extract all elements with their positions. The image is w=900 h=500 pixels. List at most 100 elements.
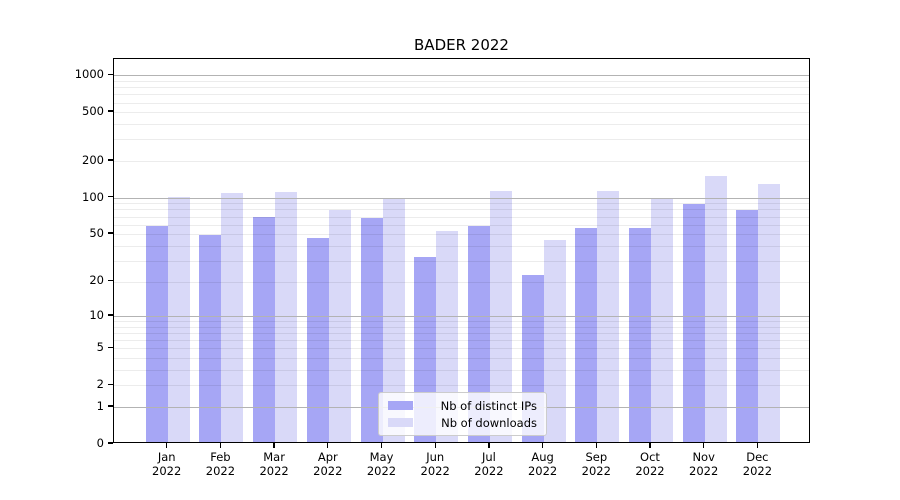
minor-gridline: [114, 321, 809, 323]
y-tick-label: 0: [96, 436, 104, 450]
bar-downloads-apr: [328, 209, 351, 442]
plot-area: [113, 58, 810, 443]
x-tick-label-apr: Apr 2022: [313, 450, 343, 478]
bar-distinct-ips-mar: [253, 216, 276, 442]
x-tick-label-may: May 2022: [366, 450, 397, 478]
y-tick-label: 5: [96, 340, 104, 355]
bar-distinct-ips-apr: [306, 237, 329, 442]
x-tick-label-mar: Mar 2022: [259, 450, 289, 478]
y-tick-mark: [108, 405, 113, 407]
legend-swatch-distinct-ips: [388, 400, 413, 411]
x-tick-mark: [649, 443, 651, 448]
bar-distinct-ips-jan: [145, 226, 168, 442]
minor-gridline: [114, 124, 809, 126]
y-tick-mark: [108, 73, 113, 75]
minor-gridline: [114, 209, 809, 211]
y-tick-mark: [108, 279, 113, 282]
x-tick-mark: [434, 443, 436, 448]
bar-downloads-aug: [543, 240, 566, 442]
x-tick-mark: [166, 443, 168, 448]
x-tick-label-jul: Jul 2022: [474, 450, 504, 478]
bar-distinct-ips-jul: [467, 226, 490, 442]
y-tick-mark: [108, 346, 113, 349]
bar-downloads-oct: [651, 198, 673, 442]
minor-gridline: [114, 112, 809, 114]
bar-distinct-ips-feb: [199, 235, 222, 442]
x-tick-mark: [327, 443, 329, 448]
y-tick-mark: [108, 159, 113, 161]
legend: Nb of distinct IPs Nb of downloads: [378, 392, 547, 436]
x-tick-label-oct: Oct 2022: [635, 450, 665, 478]
minor-gridline: [114, 160, 809, 162]
x-tick-label-sep: Sep 2022: [581, 450, 611, 478]
y-tick-mark: [108, 232, 113, 234]
x-tick-mark: [380, 443, 383, 448]
chart-title: BADER 2022: [414, 36, 509, 54]
bar-downloads-jun: [436, 231, 459, 442]
y-tick-label: 1: [96, 399, 104, 413]
minor-gridline: [114, 281, 809, 283]
minor-gridline: [114, 245, 809, 247]
y-tick-label: 1000: [74, 67, 104, 82]
y-tick-mark: [108, 442, 113, 444]
minor-gridline: [114, 348, 809, 350]
legend-item-downloads: Nb of downloads: [388, 416, 537, 430]
legend-swatch-downloads: [388, 417, 413, 428]
x-tick-mark: [595, 443, 597, 448]
major-gridline: [114, 197, 809, 199]
legend-label-downloads: Nb of downloads: [441, 415, 537, 430]
y-tick-label: 10: [89, 308, 104, 322]
major-gridline: [114, 316, 809, 317]
x-tick-label-dec: Dec 2022: [742, 450, 773, 478]
y-tick-mark: [108, 195, 113, 198]
minor-gridline: [114, 370, 809, 371]
x-tick-mark: [273, 443, 275, 448]
x-tick-mark: [219, 443, 222, 448]
y-tick-label: 2: [96, 377, 104, 392]
bar-downloads-may: [382, 198, 405, 442]
minor-gridline: [114, 340, 809, 342]
minor-gridline: [114, 358, 809, 360]
y-tick-mark: [108, 314, 113, 316]
y-tick-mark: [108, 383, 113, 386]
bar-distinct-ips-dec: [736, 209, 759, 442]
bar-distinct-ips-sep: [575, 228, 598, 442]
x-tick-label-nov: Nov 2022: [689, 450, 719, 478]
bar-downloads-nov: [704, 176, 727, 442]
bar-downloads-jan: [167, 197, 190, 442]
x-tick-mark: [756, 443, 759, 448]
minor-gridline: [114, 326, 809, 328]
minor-gridline: [114, 139, 809, 141]
x-tick-label-feb: Feb 2022: [205, 450, 236, 478]
y-tick-label: 500: [82, 104, 104, 119]
legend-label-distinct-ips: Nb of distinct IPs: [440, 398, 537, 413]
x-tick-label-jun: Jun 2022: [420, 450, 450, 478]
x-tick-mark: [541, 443, 544, 448]
y-tick-label: 200: [82, 152, 104, 167]
minor-gridline: [114, 102, 809, 104]
minor-gridline: [114, 94, 809, 96]
bar-downloads-feb: [221, 193, 244, 442]
bar-distinct-ips-may: [360, 218, 383, 442]
y-tick-label: 20: [89, 273, 104, 288]
minor-gridline: [114, 224, 809, 226]
x-tick-mark: [703, 443, 705, 448]
legend-item-distinct-ips: Nb of distinct IPs: [388, 399, 537, 413]
x-tick-mark: [488, 443, 490, 448]
x-tick-label-jan: Jan 2022: [152, 450, 182, 478]
bar-downloads-dec: [758, 184, 781, 442]
minor-gridline: [114, 385, 809, 387]
minor-gridline: [114, 80, 809, 82]
minor-gridline: [114, 260, 809, 262]
bar-distinct-ips-oct: [629, 228, 651, 442]
x-tick-label-aug: Aug 2022: [527, 450, 558, 478]
y-tick-mark: [108, 110, 113, 112]
y-tick-label: 50: [89, 226, 104, 241]
bar-distinct-ips-nov: [682, 203, 705, 442]
y-tick-label: 100: [82, 189, 104, 204]
minor-gridline: [114, 333, 809, 334]
minor-gridline: [114, 87, 809, 89]
minor-gridline: [114, 234, 809, 236]
minor-gridline: [114, 203, 809, 205]
